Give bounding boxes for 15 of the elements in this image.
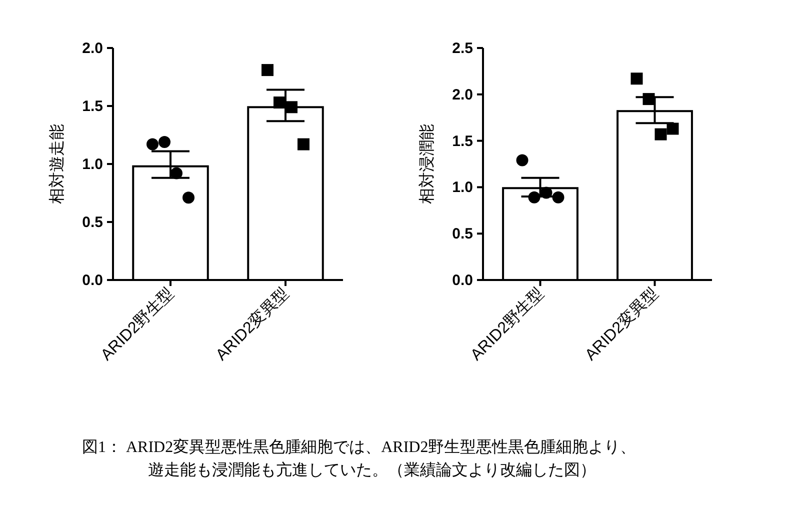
y-tick-label: 1.5 xyxy=(82,98,103,115)
y-tick-label: 2.0 xyxy=(82,40,103,57)
text: 遊走能も浸潤能も亢進していた。（業績論文より改編した図） xyxy=(148,461,596,479)
y-tick-label: 0.0 xyxy=(452,272,473,289)
y-tick-label: 2.5 xyxy=(452,40,473,57)
y-axis-title: 相対浸潤能 xyxy=(418,124,436,204)
y-tick-label: 0.5 xyxy=(452,226,473,243)
y-axis-title: 相対遊走能 xyxy=(48,124,66,204)
y-tick-label: 0.0 xyxy=(82,272,103,289)
y-tick-label: 2.0 xyxy=(452,86,473,104)
y-tick-label: 1.0 xyxy=(452,179,473,196)
y-tick-label: 1.0 xyxy=(82,156,103,173)
caption: 図1： ARID2変異型悪性黒色腫細胞では、ARID2野生型悪性黒色腫細胞より、 xyxy=(82,438,636,456)
y-tick-label: 1.5 xyxy=(452,132,473,150)
y-tick-label: 0.5 xyxy=(82,214,103,231)
